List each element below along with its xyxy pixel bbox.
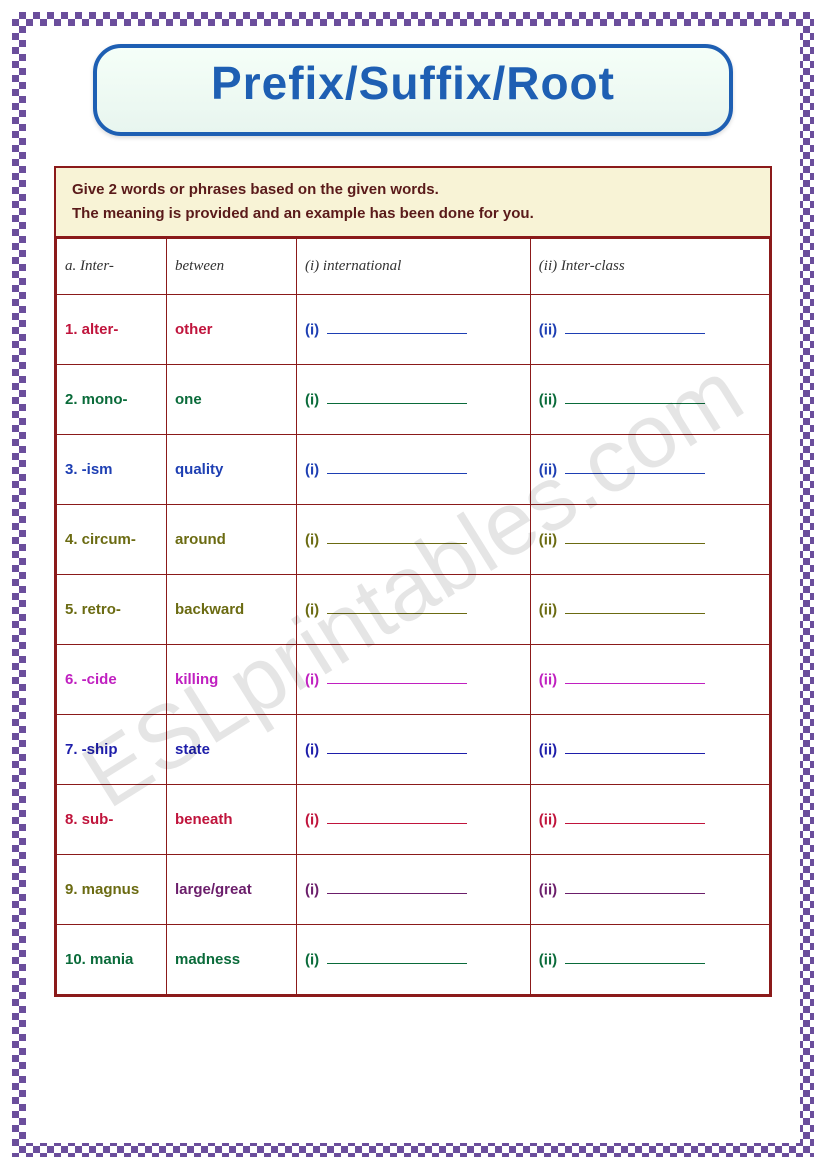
blank-line[interactable]	[565, 531, 705, 545]
row-answer-1: (i)	[297, 855, 531, 925]
title-box: Prefix/Suffix/Root	[93, 44, 733, 136]
blank-line[interactable]	[565, 881, 705, 895]
blank-line[interactable]	[327, 601, 467, 615]
row-answer-2: (ii)	[530, 295, 769, 365]
row-meaning: killing	[167, 645, 297, 715]
table-row: 8. sub-beneath(i) (ii)	[57, 785, 770, 855]
page-title: Prefix/Suffix/Root	[107, 56, 719, 110]
row-answer-1: (i)	[297, 785, 531, 855]
example-meaning: between	[167, 239, 297, 295]
row-prefix: 10. mania	[57, 925, 167, 995]
row-answer-1: (i)	[297, 295, 531, 365]
blank-line[interactable]	[327, 391, 467, 405]
blank-line[interactable]	[327, 811, 467, 825]
inner-page: ESLprintables.com Prefix/Suffix/Root Giv…	[26, 26, 800, 1143]
row-answer-1: (i)	[297, 715, 531, 785]
blank-line[interactable]	[565, 601, 705, 615]
decorative-border: ESLprintables.com Prefix/Suffix/Root Giv…	[12, 12, 814, 1157]
instructions-line-1: Give 2 words or phrases based on the giv…	[72, 178, 758, 202]
row-prefix: 7. -ship	[57, 715, 167, 785]
row-meaning: around	[167, 505, 297, 575]
row-answer-1: (i)	[297, 575, 531, 645]
row-answer-2: (ii)	[530, 645, 769, 715]
row-answer-2: (ii)	[530, 715, 769, 785]
row-prefix: 4. circum-	[57, 505, 167, 575]
row-meaning: one	[167, 365, 297, 435]
row-meaning: other	[167, 295, 297, 365]
row-answer-1: (i)	[297, 505, 531, 575]
row-answer-1: (i)	[297, 925, 531, 995]
row-answer-1: (i)	[297, 435, 531, 505]
example-answer-2: (ii) Inter-class	[530, 239, 769, 295]
row-prefix: 8. sub-	[57, 785, 167, 855]
blank-line[interactable]	[565, 741, 705, 755]
blank-line[interactable]	[565, 951, 705, 965]
blank-line[interactable]	[565, 671, 705, 685]
blank-line[interactable]	[565, 391, 705, 405]
row-answer-2: (ii)	[530, 365, 769, 435]
table-row: 6. -cidekilling(i) (ii)	[57, 645, 770, 715]
row-meaning: large/great	[167, 855, 297, 925]
worksheet: Give 2 words or phrases based on the giv…	[54, 166, 772, 997]
row-answer-2: (ii)	[530, 925, 769, 995]
row-prefix: 6. -cide	[57, 645, 167, 715]
blank-line[interactable]	[327, 951, 467, 965]
row-prefix: 1. alter-	[57, 295, 167, 365]
example-answer-1: (i) international	[297, 239, 531, 295]
row-meaning: backward	[167, 575, 297, 645]
table-row: 4. circum-around(i) (ii)	[57, 505, 770, 575]
blank-line[interactable]	[327, 531, 467, 545]
blank-line[interactable]	[327, 321, 467, 335]
row-meaning: state	[167, 715, 297, 785]
blank-line[interactable]	[327, 671, 467, 685]
row-prefix: 3. -ism	[57, 435, 167, 505]
row-prefix: 2. mono-	[57, 365, 167, 435]
row-prefix: 9. magnus	[57, 855, 167, 925]
instructions: Give 2 words or phrases based on the giv…	[56, 168, 770, 238]
blank-line[interactable]	[565, 321, 705, 335]
row-answer-2: (ii)	[530, 505, 769, 575]
table-row: 2. mono-one(i) (ii)	[57, 365, 770, 435]
row-answer-2: (ii)	[530, 855, 769, 925]
worksheet-table: a. Inter- between (i) international (ii)…	[56, 238, 770, 995]
page: ESLprintables.com Prefix/Suffix/Root Giv…	[0, 0, 826, 1169]
example-row: a. Inter- between (i) international (ii)…	[57, 239, 770, 295]
blank-line[interactable]	[565, 811, 705, 825]
row-answer-2: (ii)	[530, 785, 769, 855]
row-answer-2: (ii)	[530, 435, 769, 505]
row-answer-1: (i)	[297, 645, 531, 715]
instructions-line-2: The meaning is provided and an example h…	[72, 202, 758, 226]
table-row: 3. -ismquality(i) (ii)	[57, 435, 770, 505]
row-meaning: beneath	[167, 785, 297, 855]
table-row: 5. retro-backward(i) (ii)	[57, 575, 770, 645]
row-answer-1: (i)	[297, 365, 531, 435]
table-row: 10. maniamadness(i) (ii)	[57, 925, 770, 995]
row-answer-2: (ii)	[530, 575, 769, 645]
table-row: 9. magnuslarge/great(i) (ii)	[57, 855, 770, 925]
row-meaning: madness	[167, 925, 297, 995]
blank-line[interactable]	[327, 881, 467, 895]
table-row: 1. alter-other(i) (ii)	[57, 295, 770, 365]
row-prefix: 5. retro-	[57, 575, 167, 645]
blank-line[interactable]	[327, 741, 467, 755]
blank-line[interactable]	[327, 461, 467, 475]
blank-line[interactable]	[565, 461, 705, 475]
table-row: 7. -shipstate(i) (ii)	[57, 715, 770, 785]
row-meaning: quality	[167, 435, 297, 505]
example-label: a. Inter-	[57, 239, 167, 295]
